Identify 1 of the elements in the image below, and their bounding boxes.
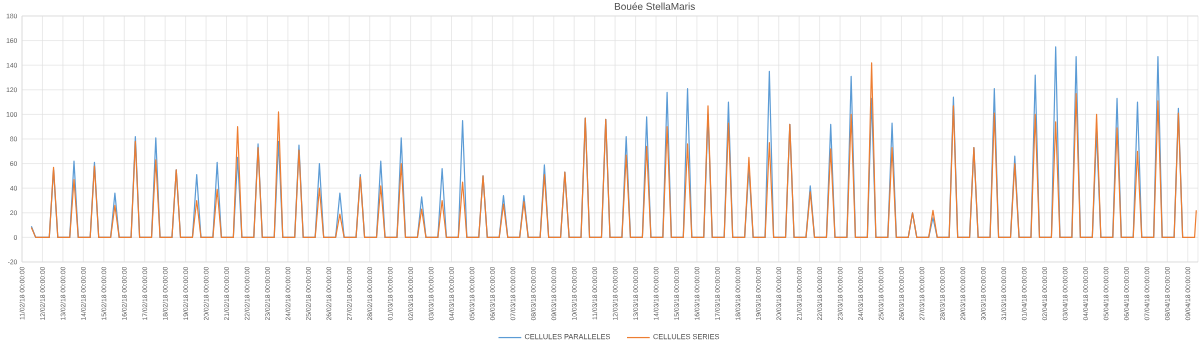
chart-title: Bouée StellaMaris xyxy=(614,2,695,10)
